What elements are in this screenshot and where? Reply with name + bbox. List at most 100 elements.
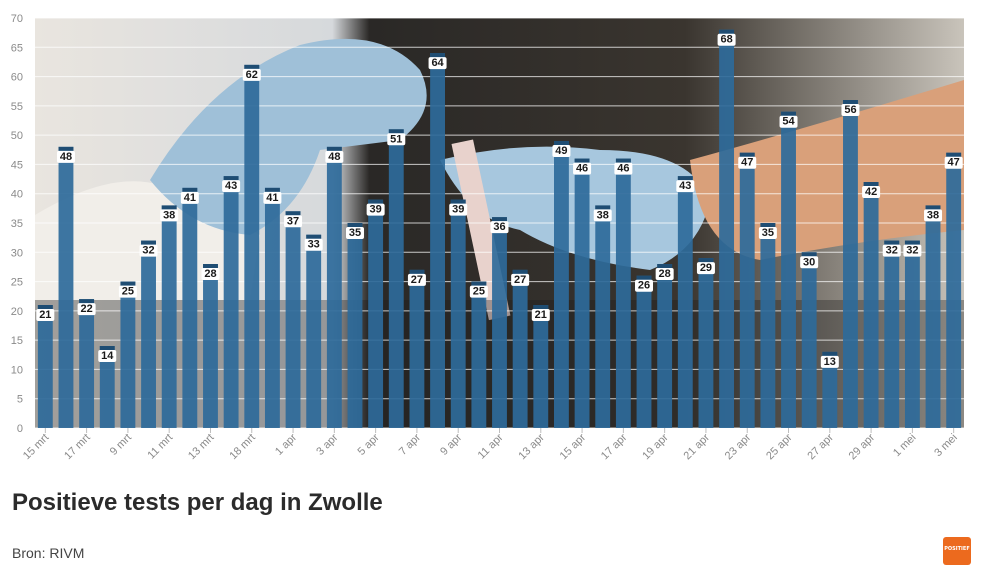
y-tick-label: 15	[11, 335, 23, 347]
y-tick-label: 70	[11, 13, 23, 25]
data-label-bg	[222, 180, 241, 193]
y-tick-label: 60	[11, 72, 23, 84]
y-tick-label: 55	[11, 101, 23, 113]
data-label-bg	[779, 115, 798, 128]
data-label-bg	[676, 180, 695, 193]
bar	[843, 100, 858, 428]
data-label-bg	[614, 162, 633, 175]
data-label-bg	[593, 209, 612, 222]
bar	[161, 205, 177, 428]
data-label-bg	[862, 186, 881, 198]
y-tick-label: 50	[11, 130, 23, 142]
bar-cap	[739, 152, 755, 157]
data-label-bg	[449, 203, 468, 216]
chart-title: Positieve tests per dag in Zwolle	[12, 489, 383, 516]
bar-cap	[244, 64, 260, 69]
data-label: 56	[844, 104, 856, 116]
bar	[904, 240, 920, 428]
bar-cap	[471, 281, 487, 286]
data-label: 32	[142, 245, 154, 257]
bar-cap	[223, 176, 239, 181]
y-tick-label: 65	[11, 42, 23, 54]
data-label-bg	[160, 209, 179, 222]
bar	[512, 269, 528, 428]
bar-cap	[347, 223, 363, 227]
bar	[863, 182, 879, 428]
bar-cap	[760, 223, 776, 227]
bar	[37, 305, 53, 428]
data-label-bg	[573, 162, 592, 175]
bar-cap	[79, 299, 95, 304]
bar-cap	[904, 240, 920, 245]
bar-cap	[37, 305, 53, 309]
data-label: 41	[266, 192, 278, 204]
bar	[554, 141, 569, 428]
x-tick-label: 1 mei	[891, 432, 919, 460]
data-label-bg	[56, 150, 75, 163]
bar-cap	[822, 351, 838, 356]
data-label-bg	[758, 227, 777, 239]
data-label: 41	[184, 192, 196, 204]
bar	[306, 234, 322, 428]
bar-cap	[388, 129, 404, 134]
data-label-bg	[841, 104, 860, 116]
data-label-bg	[490, 221, 509, 234]
data-label-bg	[655, 268, 674, 280]
bar	[347, 223, 363, 428]
bar	[615, 158, 631, 429]
bar-cap	[264, 187, 280, 192]
bar-cap	[203, 264, 218, 268]
data-label: 30	[803, 256, 815, 268]
logo-text: POSITIEF	[944, 546, 970, 552]
y-tick-label: 20	[11, 306, 23, 318]
bar-cap	[409, 269, 425, 274]
x-tick-label: 13 mrt	[186, 432, 217, 463]
data-label-bg	[800, 256, 819, 269]
bar	[264, 187, 280, 428]
bar	[182, 187, 198, 428]
x-tick-label: 15 mrt	[21, 432, 52, 463]
bar-cap	[925, 205, 941, 210]
bar-cap	[512, 269, 528, 274]
bar	[388, 129, 404, 429]
data-label: 32	[886, 245, 898, 257]
data-label: 43	[225, 180, 237, 192]
bar	[58, 146, 74, 428]
data-label: 36	[493, 221, 505, 233]
data-label-bg	[407, 273, 426, 286]
x-tick-label: 7 apr	[397, 431, 423, 457]
y-tick-label: 35	[11, 218, 23, 230]
bar-cap	[781, 111, 796, 116]
bar-chart: 0 5 10 15 20 25 30 35 40 45 50 55 60 65 70 21 48 22 14 25 3…	[11, 13, 964, 463]
data-label: 46	[617, 163, 629, 175]
bar-cap	[719, 29, 735, 34]
bar-cap	[636, 275, 652, 280]
data-label-bg	[635, 279, 654, 292]
data-label: 47	[741, 157, 753, 169]
bar	[533, 305, 549, 428]
data-label-bg	[552, 145, 571, 157]
bar	[781, 111, 796, 428]
x-tick-label: 17 apr	[599, 431, 630, 462]
data-label: 27	[514, 274, 526, 286]
bar	[430, 53, 445, 429]
bar	[884, 240, 900, 428]
data-label-bg	[717, 33, 736, 46]
x-tick-label: 9 mrt	[108, 432, 134, 458]
bar-cap	[863, 182, 879, 186]
data-label-bg	[366, 203, 385, 216]
bar-cap	[698, 258, 714, 263]
data-label-bg	[903, 244, 922, 257]
data-label: 13	[824, 356, 836, 368]
data-label: 25	[473, 286, 485, 298]
data-label: 38	[927, 209, 939, 221]
data-label: 38	[597, 209, 609, 221]
data-label-bg	[263, 191, 282, 204]
bar-cap	[595, 205, 611, 210]
bar	[203, 264, 218, 428]
bar-cap	[657, 264, 673, 268]
data-label-bg	[511, 273, 530, 286]
bar-cap	[946, 152, 962, 157]
data-label-bg	[284, 215, 303, 228]
bar	[368, 199, 384, 428]
